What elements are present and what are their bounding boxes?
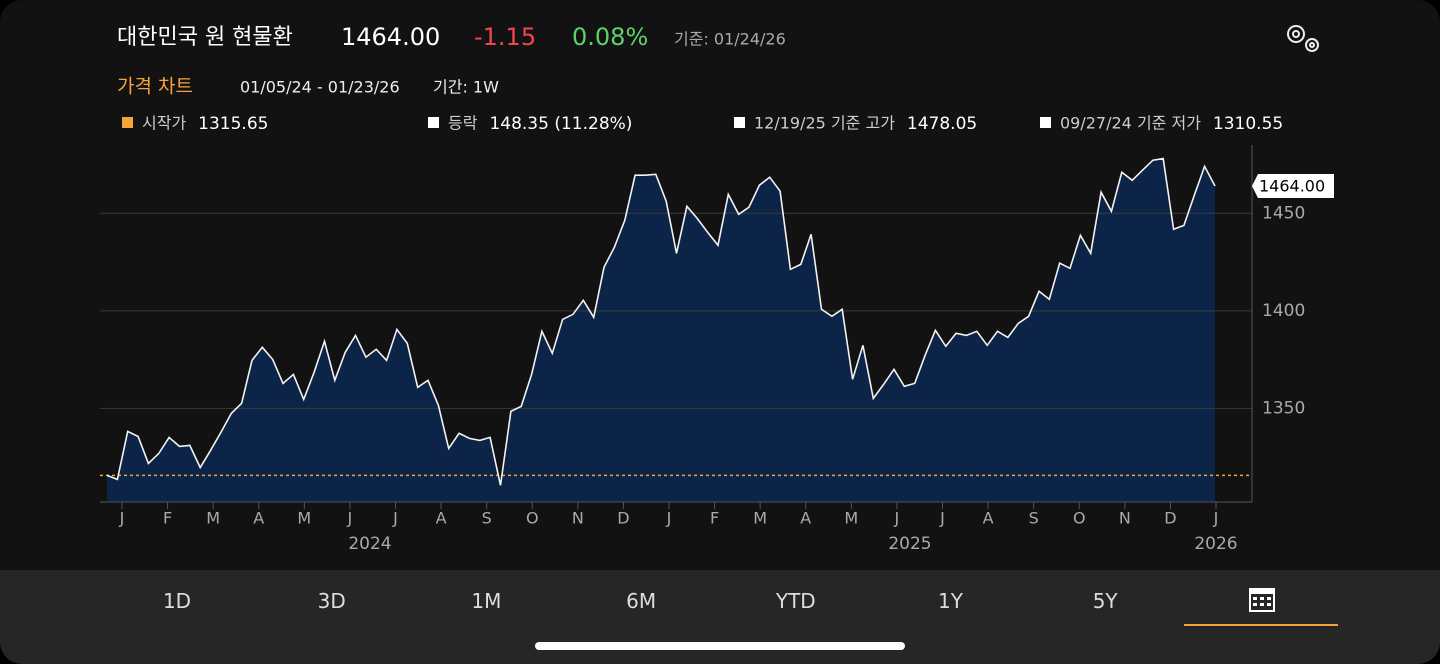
home-indicator bbox=[535, 642, 905, 650]
x-tick-label: J bbox=[894, 509, 900, 528]
stat-label: 12/19/25 기준 고가 bbox=[754, 114, 895, 133]
legend-swatch bbox=[122, 117, 133, 128]
x-tick-label: J bbox=[347, 509, 353, 528]
x-tick-label: A bbox=[800, 509, 811, 528]
legend-swatch bbox=[734, 117, 745, 128]
range: 01/05/24 - 01/23/26 bbox=[240, 78, 400, 97]
stat-value: 148.35 (11.28%) bbox=[489, 114, 632, 134]
last-price: 1464.00 bbox=[1259, 176, 1325, 195]
x-tick-label: J bbox=[939, 509, 945, 528]
range-tab[interactable]: 3D bbox=[317, 589, 346, 613]
range-tab[interactable]: 1D bbox=[162, 589, 192, 613]
basis: 기준: 01/24/26 bbox=[674, 30, 786, 49]
x-tick-label: M bbox=[206, 509, 220, 528]
x-tick-label: J bbox=[1213, 509, 1219, 528]
x-tick-label: S bbox=[482, 509, 492, 528]
title: 대한민국 원 현물환 bbox=[117, 25, 293, 50]
x-tick-label: M bbox=[753, 509, 767, 528]
x-tick-label: F bbox=[710, 509, 719, 528]
stat-value: 1310.55 bbox=[1213, 114, 1283, 134]
period: 기간: 1W bbox=[433, 78, 499, 97]
x-tick-label: J bbox=[392, 509, 398, 528]
range-tab[interactable]: 1Y bbox=[938, 589, 963, 613]
x-tick-label: N bbox=[572, 509, 584, 528]
x-tick-label: D bbox=[1164, 509, 1176, 528]
x-tick-label: N bbox=[1119, 509, 1131, 528]
year-label: 2026 bbox=[1194, 534, 1237, 554]
line bbox=[106, 157, 1216, 486]
area bbox=[107, 158, 1215, 502]
legend-swatch bbox=[428, 117, 439, 128]
stat-label: 시작가 bbox=[142, 114, 186, 133]
x-tick-label: M bbox=[297, 509, 311, 528]
x-tick-label: M bbox=[844, 509, 858, 528]
percent: 0.08% bbox=[572, 23, 648, 51]
x-tick-label: O bbox=[526, 509, 539, 528]
calendar-icon bbox=[1249, 588, 1275, 612]
x-tick-label: D bbox=[617, 509, 629, 528]
settings-icon[interactable] bbox=[1287, 25, 1319, 52]
x-tick-label: J bbox=[666, 509, 672, 528]
section: 가격 차트 bbox=[117, 76, 193, 98]
range-tab[interactable]: 6M bbox=[626, 589, 657, 613]
y-tick-label: 1450 bbox=[1262, 203, 1305, 223]
x-tick-label: A bbox=[983, 509, 994, 528]
year-label: 2024 bbox=[348, 534, 391, 554]
x-tick-label: O bbox=[1073, 509, 1086, 528]
calendar-tab[interactable] bbox=[1184, 584, 1338, 618]
price: 1464.00 bbox=[341, 23, 440, 51]
range-tab[interactable]: 1M bbox=[471, 589, 502, 613]
y-tick-label: 1400 bbox=[1262, 301, 1305, 321]
x-tick-label: F bbox=[163, 509, 172, 528]
stat-label: 등락 bbox=[448, 114, 478, 133]
last-price-tag bbox=[1252, 173, 1334, 198]
stat-value: 1315.65 bbox=[198, 114, 268, 134]
x-tick-label: A bbox=[253, 509, 264, 528]
x-tick-label: A bbox=[436, 509, 447, 528]
range-tab[interactable]: 5Y bbox=[1092, 589, 1118, 613]
range-tab[interactable]: YTD bbox=[775, 589, 816, 613]
stat-value: 1478.05 bbox=[907, 114, 977, 134]
stat-label: 09/27/24 기준 저가 bbox=[1060, 114, 1201, 133]
y-tick-label: 1350 bbox=[1262, 398, 1305, 418]
change: -1.15 bbox=[474, 23, 536, 51]
year-label: 2025 bbox=[888, 534, 931, 554]
legend-swatch bbox=[1040, 117, 1051, 128]
x-tick-label: S bbox=[1029, 509, 1039, 528]
x-tick-label: J bbox=[119, 509, 125, 528]
active-underline bbox=[1184, 624, 1338, 626]
